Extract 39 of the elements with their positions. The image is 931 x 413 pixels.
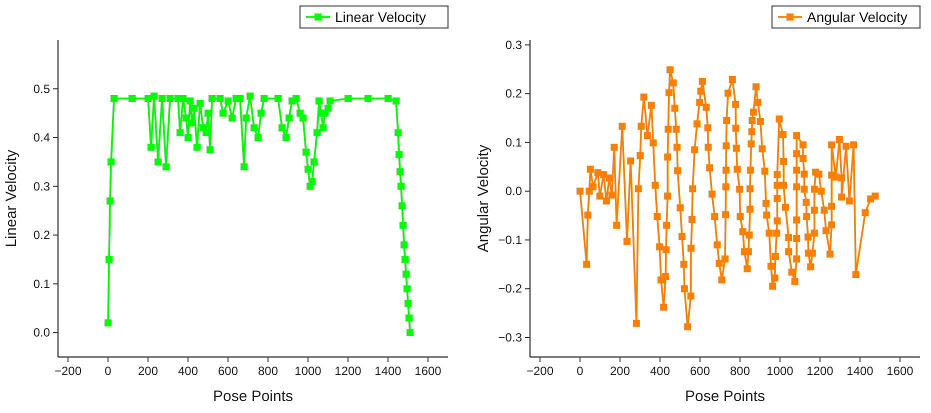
x-tick-label: 0 bbox=[576, 364, 584, 378]
x-tick-label: 1600 bbox=[886, 364, 914, 378]
x-tick-label: 1200 bbox=[806, 364, 834, 378]
x-tick-label: 1400 bbox=[846, 364, 874, 378]
x-tick-label: 1000 bbox=[294, 364, 322, 378]
y-tick-label: −0.3 bbox=[498, 330, 522, 344]
y-tick-label: 0.3 bbox=[33, 179, 50, 194]
x-tick-label: 200 bbox=[610, 364, 630, 378]
y-tick-label: 0.2 bbox=[505, 86, 522, 101]
legend-label: Linear Velocity bbox=[335, 9, 426, 25]
x-tick-label: 1400 bbox=[374, 364, 402, 378]
y-tick-label: 0.2 bbox=[33, 228, 50, 242]
x-axis-title: Pose Points bbox=[212, 388, 294, 405]
x-tick-label: −200 bbox=[54, 364, 82, 378]
y-tick-label: 0.0 bbox=[33, 326, 50, 340]
y-tick-label: 0.1 bbox=[33, 276, 50, 291]
x-axis-title: Pose Points bbox=[684, 388, 766, 405]
x-tick-label: 1000 bbox=[766, 364, 794, 378]
x-tick-label: 200 bbox=[138, 364, 158, 378]
y-axis-title: Linear Velocity bbox=[3, 149, 20, 248]
x-tick-label: −200 bbox=[526, 364, 554, 378]
x-tick-label: 800 bbox=[258, 364, 278, 378]
y-tick-label: −0.2 bbox=[498, 282, 522, 296]
y-tick-label: 0.1 bbox=[505, 135, 522, 150]
y-tick-label: 0.3 bbox=[505, 38, 522, 52]
y-axis-title: Angular Velocity bbox=[475, 144, 492, 252]
x-tick-label: 800 bbox=[730, 364, 750, 378]
y-tick-label: 0.4 bbox=[33, 130, 50, 145]
x-tick-label: 400 bbox=[178, 364, 198, 378]
x-tick-label: 0 bbox=[104, 364, 112, 378]
y-tick-label: 0.5 bbox=[33, 82, 50, 96]
y-tick-label: 0.0 bbox=[505, 184, 522, 198]
x-tick-label: 1600 bbox=[414, 364, 442, 378]
legend-label: Angular Velocity bbox=[807, 9, 908, 25]
y-tick-label: −0.1 bbox=[498, 232, 522, 247]
x-tick-label: 1200 bbox=[334, 364, 362, 378]
x-tick-label: 600 bbox=[690, 364, 710, 378]
x-tick-label: 600 bbox=[218, 364, 238, 378]
x-tick-label: 400 bbox=[650, 364, 670, 378]
